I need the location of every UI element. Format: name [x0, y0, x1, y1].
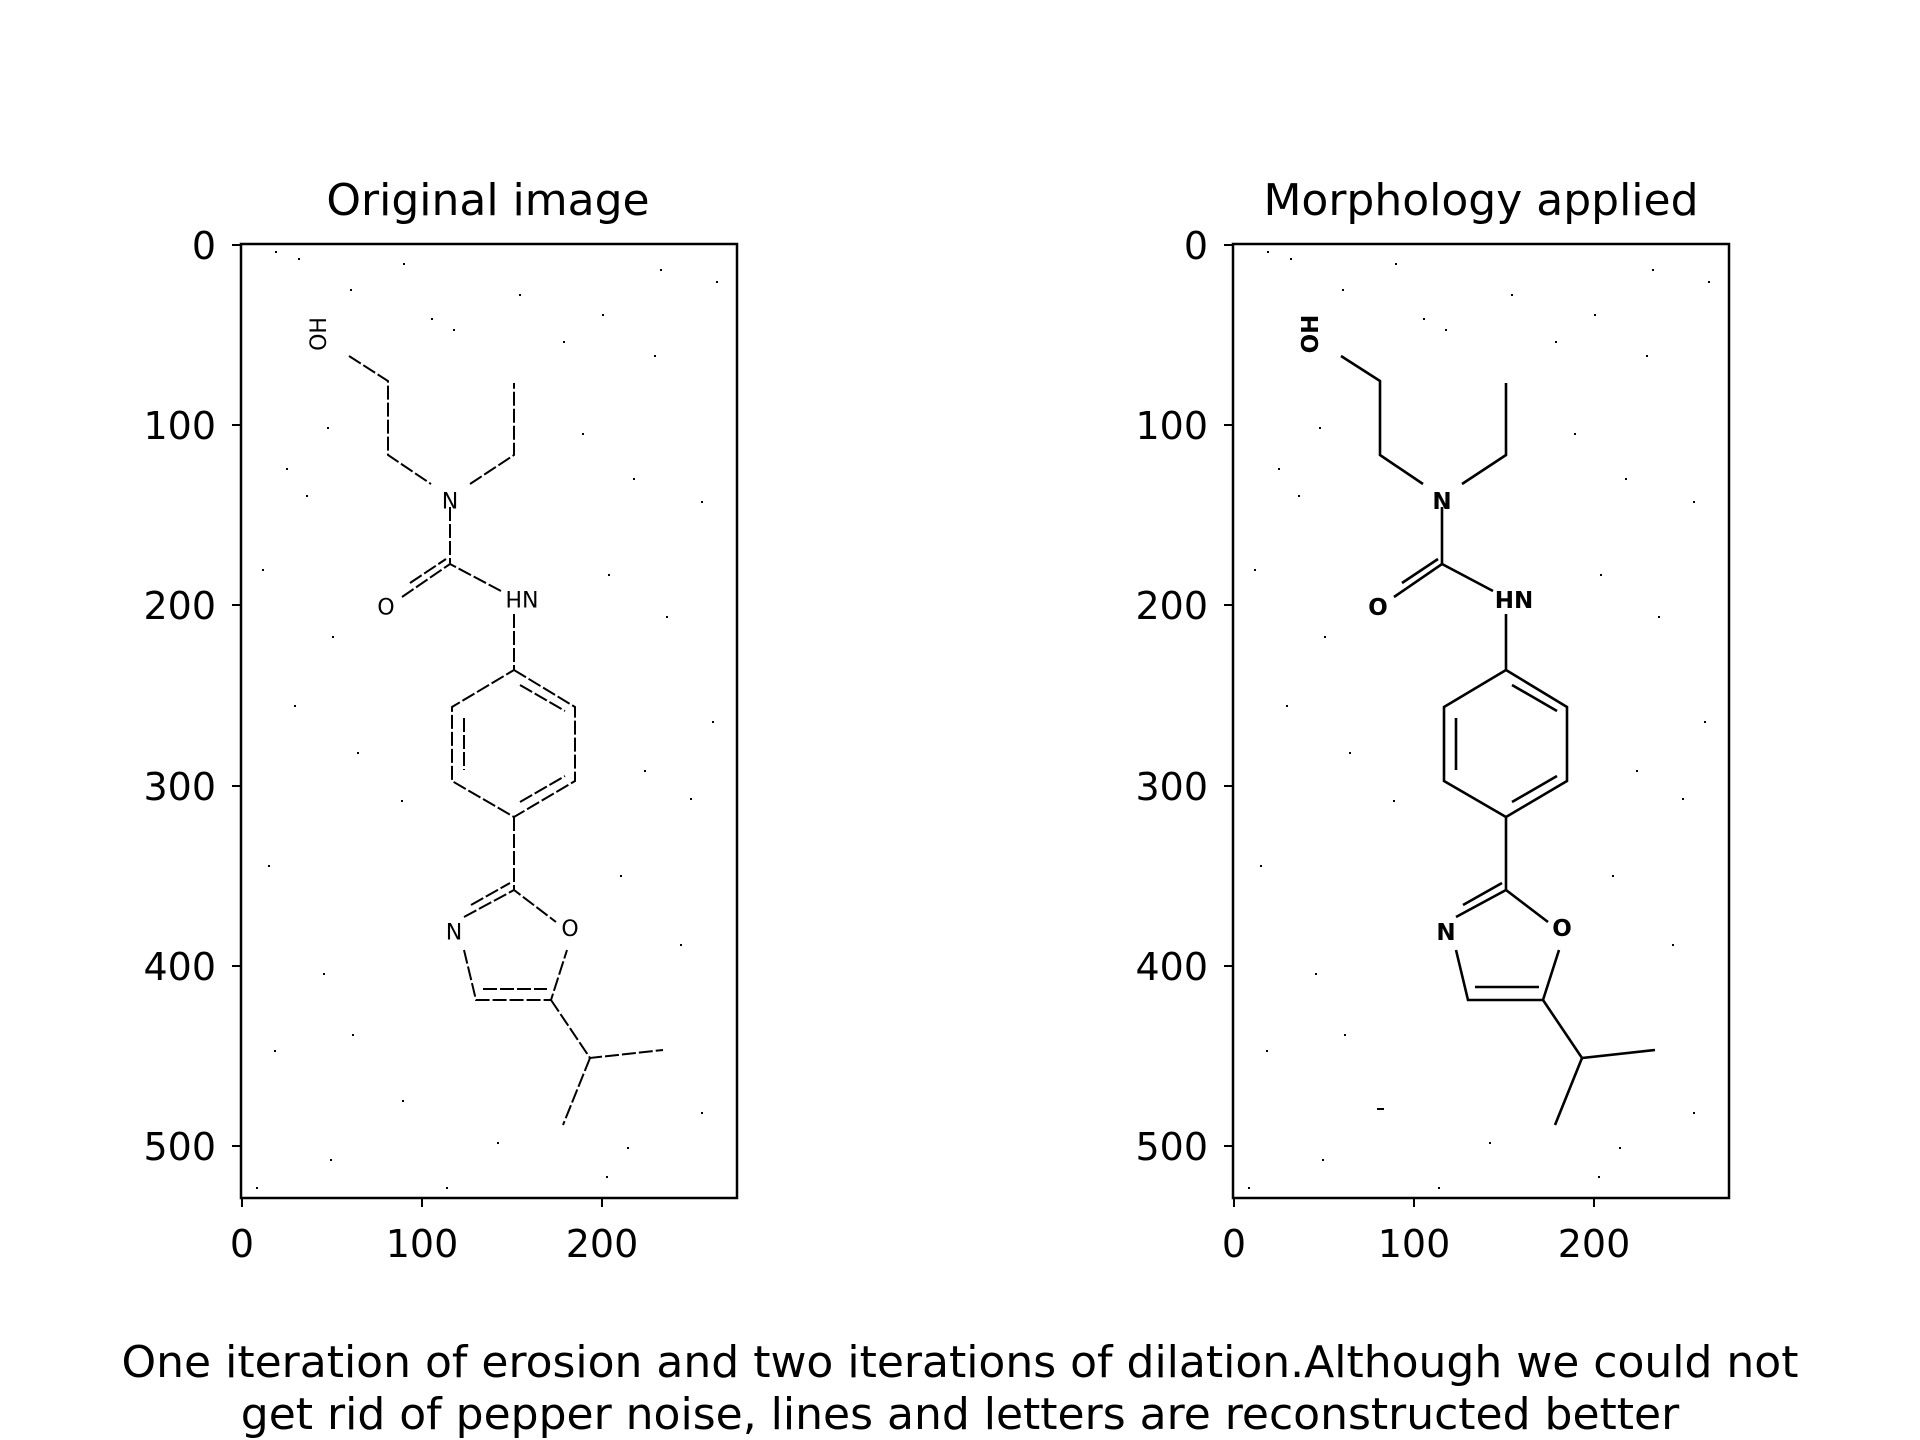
pepper-noise	[1248, 251, 1710, 1189]
atom-label-n-ring: N	[446, 917, 462, 942]
atom-labels: OH N O NH N O	[1298, 315, 1572, 943]
image-frame	[239, 242, 739, 1200]
caption-line-2: get rid of pepper noise, lines and lette…	[241, 1389, 1680, 1440]
x-tick-label: 100	[386, 1222, 459, 1266]
y-tick-labels: 0 100 200 300 400 500	[1135, 224, 1208, 1169]
x-tick-labels: 0 100 200	[1222, 1222, 1630, 1266]
panel-original: Original image OH N O	[143, 175, 739, 1266]
molecule-drawing	[1340, 354, 1656, 1126]
panel-title: Original image	[326, 175, 649, 226]
molecule-drawing	[348, 355, 664, 1126]
panel-morphology: Morphology applied OH N O NH	[1135, 175, 1731, 1266]
caption-line-1: One iteration of erosion and two iterati…	[122, 1337, 1799, 1388]
y-tick-label: 500	[143, 1125, 216, 1169]
x-tick-label: 100	[1378, 1222, 1451, 1266]
y-tick-labels: 0 100 200 300 400 500	[143, 224, 216, 1169]
y-tick-label: 300	[1135, 765, 1208, 809]
y-tick-label: 200	[143, 584, 216, 628]
y-tick-label: 0	[1184, 224, 1208, 268]
y-tick-label: 100	[143, 404, 216, 448]
y-tick-label: 400	[1135, 945, 1208, 989]
atom-label-o: O	[1368, 592, 1388, 618]
atom-labels: OH N O NH N O	[307, 317, 579, 942]
atom-label-oh: OH	[307, 317, 332, 351]
atom-label-nh: NH	[506, 585, 539, 610]
atom-label-o-ring: O	[561, 917, 578, 942]
atom-label-o-ring: O	[1552, 916, 1572, 942]
atom-label-o: O	[377, 592, 394, 617]
x-axis	[241, 1198, 603, 1207]
atom-label-n: N	[1432, 486, 1451, 512]
y-axis	[232, 244, 241, 1147]
y-tick-label: 0	[192, 224, 216, 268]
y-tick-label: 500	[1135, 1125, 1208, 1169]
x-tick-label: 200	[566, 1222, 639, 1266]
figure-caption: One iteration of erosion and two iterati…	[122, 1337, 1799, 1440]
atom-label-oh: OH	[1298, 315, 1324, 354]
x-tick-labels: 0 100 200	[230, 1222, 638, 1266]
panel-title: Morphology applied	[1263, 175, 1698, 226]
y-axis	[1224, 244, 1233, 1147]
atom-label-n-ring: N	[1436, 917, 1455, 943]
y-tick-label: 400	[143, 945, 216, 989]
x-axis	[1233, 1198, 1595, 1207]
pepper-noise	[256, 251, 718, 1189]
x-tick-label: 0	[1222, 1222, 1246, 1266]
y-tick-label: 100	[1135, 404, 1208, 448]
image-frame	[1231, 242, 1731, 1200]
x-tick-label: 200	[1558, 1222, 1631, 1266]
atom-label-nh: NH	[1495, 585, 1534, 611]
x-tick-label: 0	[230, 1222, 254, 1266]
atom-label-n: N	[442, 486, 458, 511]
y-tick-label: 300	[143, 765, 216, 809]
y-tick-label: 200	[1135, 584, 1208, 628]
